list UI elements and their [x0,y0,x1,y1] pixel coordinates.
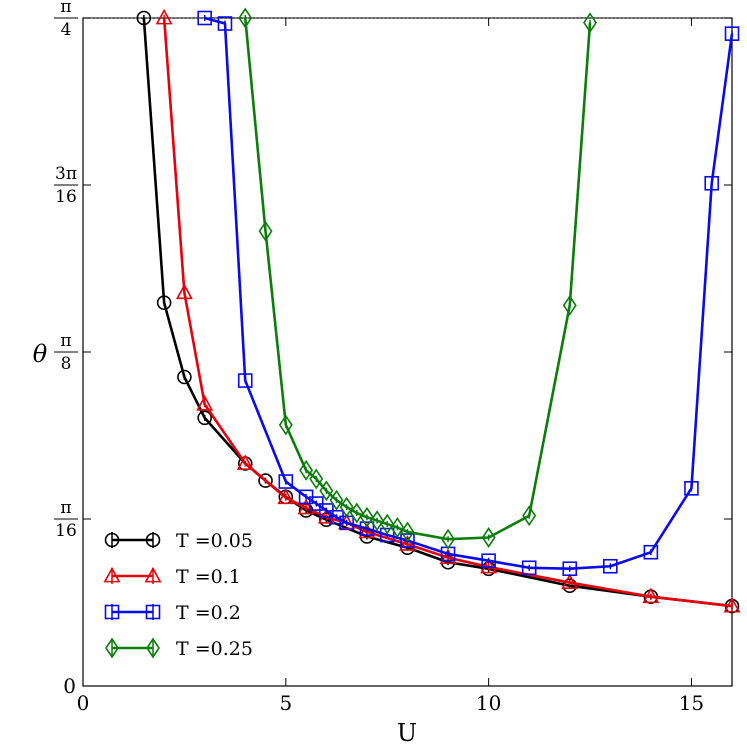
data-point [339,496,354,518]
data-point [238,7,253,29]
legend-marker [105,637,119,659]
data-point [319,480,334,502]
y-tick-numerator: π [60,498,71,518]
y-axis-title: θ [33,340,48,368]
series-line [162,17,733,608]
legend-marker [145,532,161,548]
data-point [380,513,395,535]
series-square [197,10,740,577]
data-point [439,548,457,565]
data-point [583,12,597,34]
data-point [329,489,344,511]
legend-item: T =0.2 [104,602,241,624]
data-point [258,220,273,242]
data-point [155,8,173,25]
data-point [480,557,498,574]
x-tick-label: 0 [77,691,90,715]
data-point [521,560,537,576]
data-point [277,488,295,505]
x-tick-label: 10 [476,691,501,715]
data-point [441,528,456,550]
data-point [359,521,375,536]
data-point [684,481,699,496]
legend-marker [146,637,160,659]
data-point [136,10,152,26]
legend-label: T =0.05 [176,530,253,552]
series-line [142,17,733,608]
legend-label: T =0.1 [176,566,241,588]
series-triangle [155,8,741,613]
y-tick-label: π4 [54,0,78,40]
data-point [400,521,415,543]
data-point [724,26,740,41]
legend-item: T =0.1 [103,566,241,588]
data-point [349,502,364,524]
data-point [399,535,416,551]
data-point [175,283,193,300]
data-point [177,369,192,385]
legend: T =0.05 T =0.1 T =0.2 T =0.25 [103,530,253,660]
legend-marker [144,566,162,583]
data-point [704,175,720,191]
legend-label: T =0.2 [176,602,241,624]
data-point [561,573,579,590]
data-point [278,414,293,436]
series-circle [136,10,740,614]
data-point [603,558,618,574]
series-line [204,16,734,571]
series-line [243,17,592,541]
y-tick-numerator: π [60,331,71,351]
data-point [481,527,496,548]
y-tick-denominator: 16 [55,521,77,541]
data-point [723,596,741,613]
data-point [156,295,172,310]
data-point [329,509,344,525]
legend-marker [104,604,120,620]
data-point [522,505,537,527]
data-point [481,553,496,569]
data-point [390,517,405,538]
y-tick-label: π 16 [54,498,78,541]
legend-item: T =0.05 [104,530,253,552]
data-point [217,16,233,31]
data-point [258,473,273,488]
data-point [237,373,253,388]
y-tick-numerator: 3π [55,164,77,184]
legend-marker [104,532,120,548]
data-point [196,395,214,411]
data-point [359,506,374,528]
data-point [197,10,212,26]
data-point [562,294,577,316]
data-point [299,459,314,481]
data-point [562,561,578,577]
x-tick-label: 5 [279,691,292,715]
data-point [370,510,385,532]
series-layer [136,7,741,614]
legend-marker [145,604,161,620]
data-point [197,410,212,426]
x-axis-title: U [397,719,417,747]
x-tick-label: 15 [679,691,704,715]
data-point [236,454,254,470]
y-tick-label: 0 [63,674,76,698]
data-point [278,474,294,489]
y-tick-denominator: 4 [61,20,72,40]
legend-marker [103,566,121,583]
legend-item: T =0.25 [105,637,253,660]
legend-label: T =0.25 [176,638,253,660]
y-tick-denominator: 16 [55,187,77,207]
y-tick-denominator: 8 [61,354,72,374]
data-point [642,587,660,604]
y-tick-label: π8 [54,331,78,374]
data-point [643,544,659,560]
series-diamond [238,7,597,550]
data-point [379,527,395,543]
y-tick-numerator: π [60,0,71,17]
data-point [309,468,324,490]
